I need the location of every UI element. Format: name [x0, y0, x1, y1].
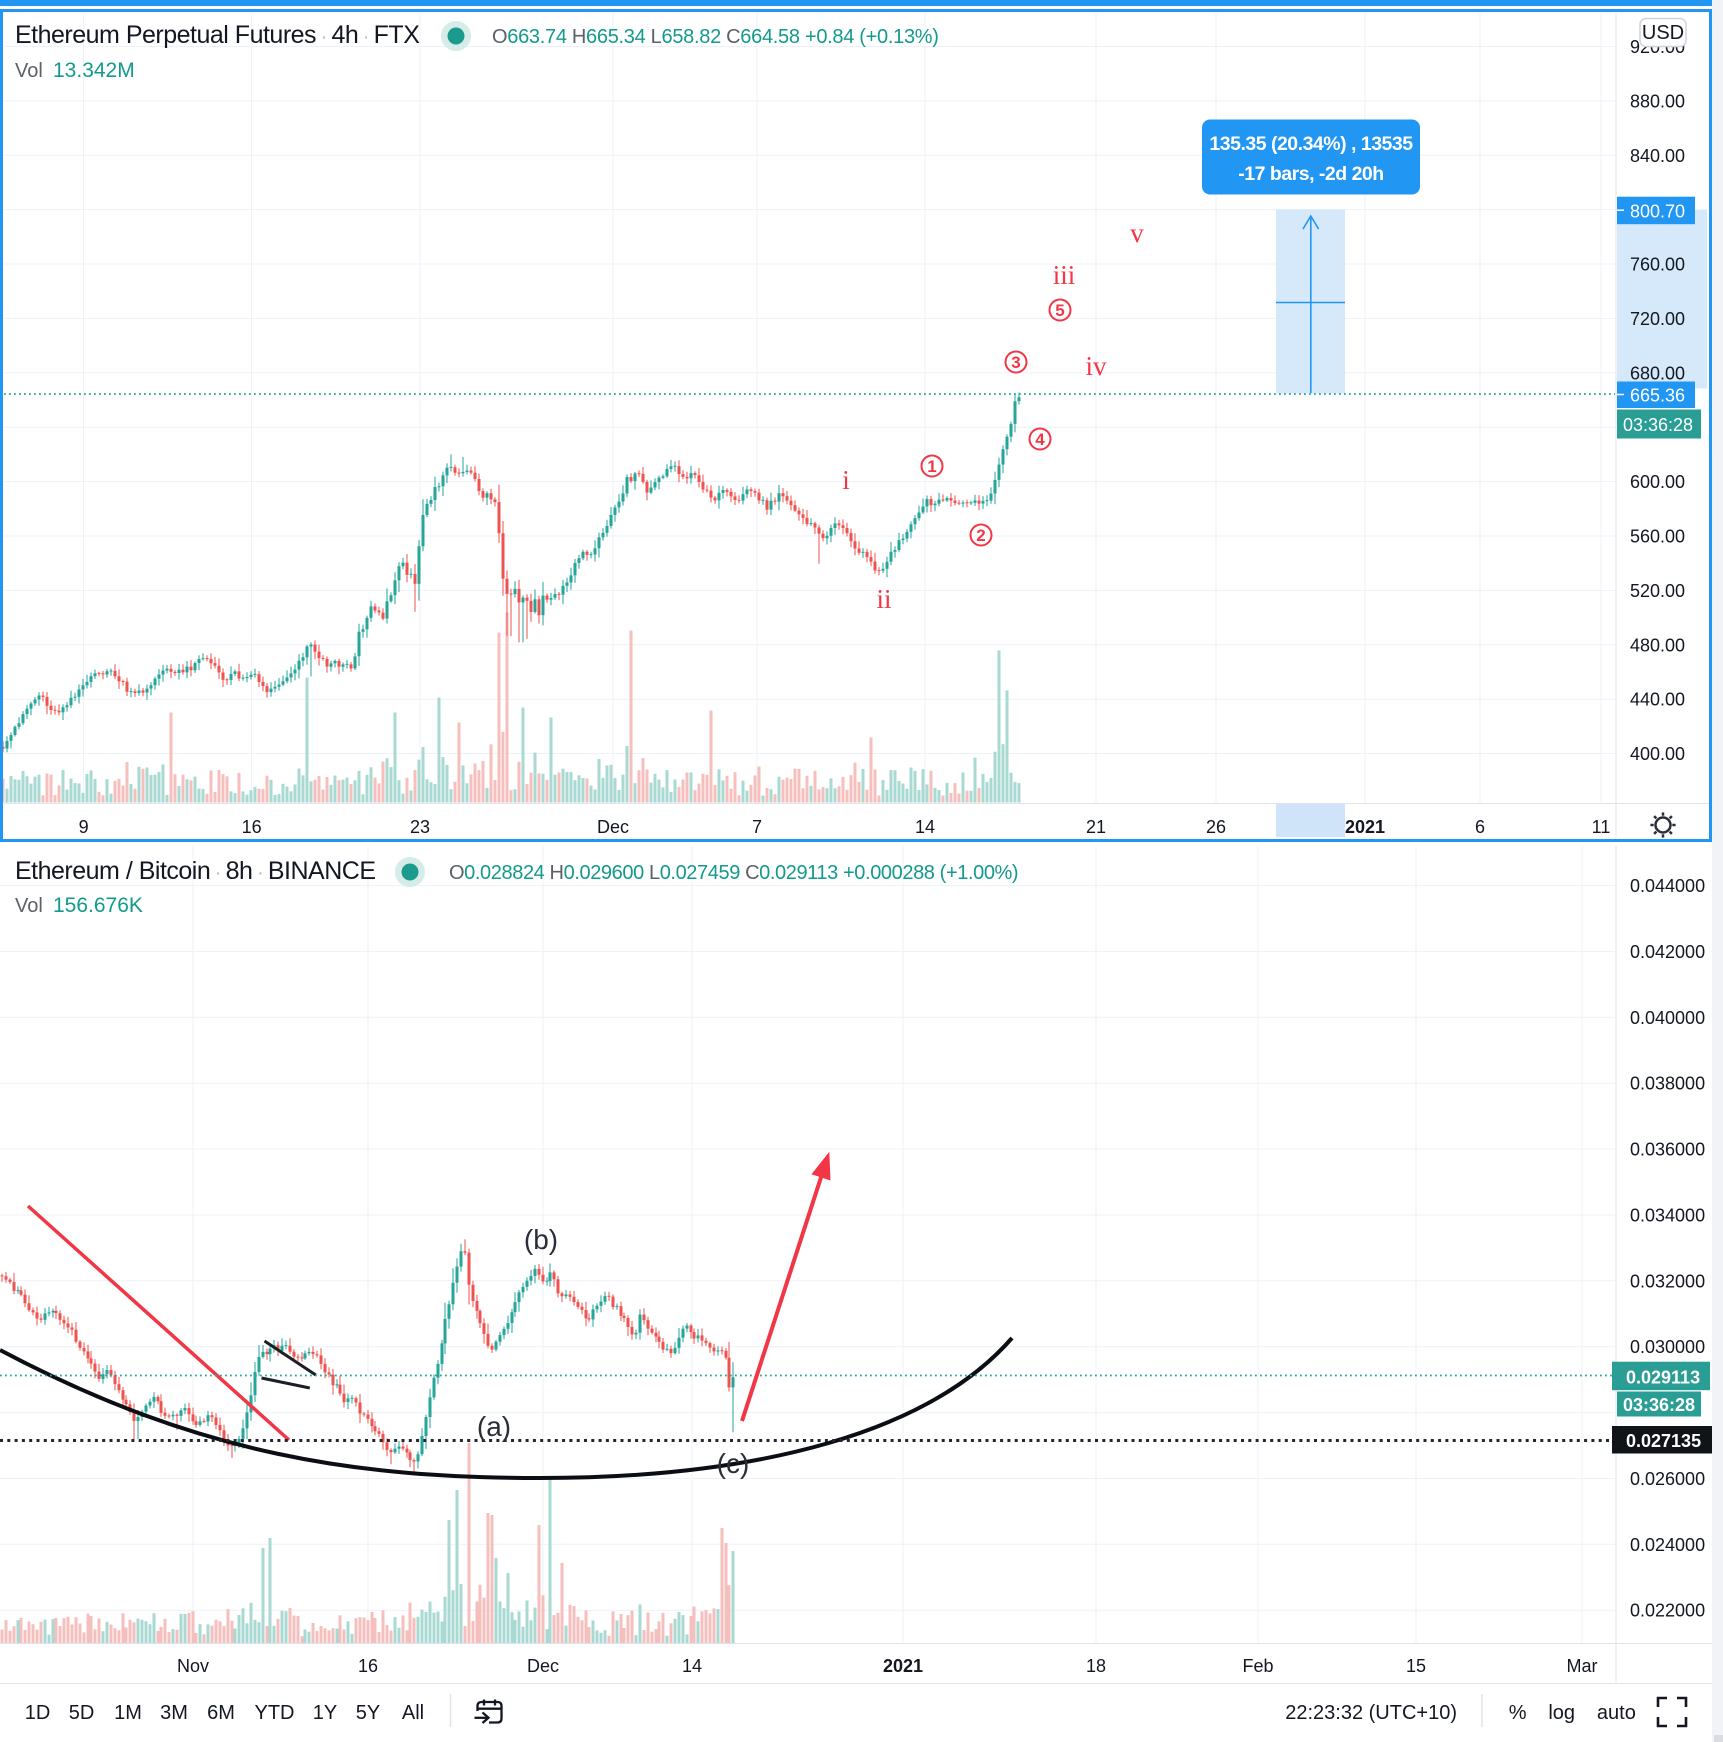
svg-text:0.044000: 0.044000 — [1630, 876, 1705, 896]
svg-text:Ethereum / Bitcoin · 8h · BINA: Ethereum / Bitcoin · 8h · BINANCE — [15, 857, 376, 885]
svg-text:13.342M: 13.342M — [53, 59, 135, 82]
svg-text:0.030000: 0.030000 — [1630, 1337, 1705, 1357]
svg-text:14: 14 — [682, 1656, 702, 1676]
svg-text:%: % — [1509, 1702, 1527, 1724]
svg-text:log: log — [1548, 1702, 1575, 1724]
svg-text:156.676K: 156.676K — [53, 894, 143, 917]
svg-text:Vol: Vol — [15, 895, 43, 917]
svg-text:Mar: Mar — [1567, 1656, 1598, 1676]
svg-text:03:36:28: 03:36:28 — [1623, 415, 1693, 435]
svg-text:YTD: YTD — [255, 1702, 295, 1724]
svg-text:14: 14 — [915, 817, 935, 837]
svg-text:Vol: Vol — [15, 60, 43, 82]
svg-text:0.040000: 0.040000 — [1630, 1008, 1705, 1028]
svg-text:5: 5 — [1055, 301, 1064, 320]
svg-text:0.042000: 0.042000 — [1630, 942, 1705, 962]
svg-text:O663.74 H665.34 L658.82 C664.5: O663.74 H665.34 L658.82 C664.58 +0.84 (+… — [492, 26, 939, 48]
svg-text:0.024000: 0.024000 — [1630, 1535, 1705, 1555]
svg-text:i: i — [842, 465, 850, 495]
svg-text:1Y: 1Y — [313, 1702, 337, 1724]
svg-text:Nov: Nov — [177, 1656, 209, 1676]
svg-text:680.00: 680.00 — [1630, 363, 1685, 383]
svg-text:16: 16 — [242, 817, 262, 837]
svg-text:2: 2 — [976, 526, 985, 545]
svg-text:2021: 2021 — [1345, 817, 1385, 837]
svg-text:18: 18 — [1086, 1656, 1106, 1676]
svg-text:1D: 1D — [25, 1702, 51, 1724]
svg-text:1: 1 — [927, 457, 936, 476]
svg-text:0.027135: 0.027135 — [1626, 1431, 1701, 1451]
svg-text:(b): (b) — [524, 1224, 558, 1255]
svg-text:23: 23 — [410, 817, 430, 837]
svg-text:720.00: 720.00 — [1630, 309, 1685, 329]
svg-text:ii: ii — [876, 584, 891, 614]
svg-text:0.034000: 0.034000 — [1630, 1206, 1705, 1226]
svg-text:Ethereum Perpetual Futures · 4: Ethereum Perpetual Futures · 4h · FTX — [15, 21, 420, 49]
svg-text:O0.028824 H0.029600 L0.027459: O0.028824 H0.029600 L0.027459 C0.029113 … — [449, 862, 1018, 884]
svg-text:3M: 3M — [160, 1702, 188, 1724]
svg-text:600.00: 600.00 — [1630, 472, 1685, 492]
svg-text:-17 bars, -2d 20h: -17 bars, -2d 20h — [1238, 163, 1383, 185]
svg-text:All: All — [402, 1702, 424, 1724]
svg-text:2021: 2021 — [883, 1656, 923, 1676]
svg-text:6: 6 — [1475, 817, 1485, 837]
svg-text:3: 3 — [1011, 353, 1020, 372]
svg-text:22:23:32 (UTC+10): 22:23:32 (UTC+10) — [1285, 1702, 1457, 1724]
svg-text:0.022000: 0.022000 — [1630, 1601, 1705, 1621]
svg-text:0.029113: 0.029113 — [1626, 1368, 1700, 1388]
svg-text:Feb: Feb — [1242, 1656, 1273, 1676]
svg-text:Dec: Dec — [527, 1656, 559, 1676]
svg-text:USD: USD — [1642, 22, 1684, 44]
svg-text:880.00: 880.00 — [1630, 91, 1685, 111]
svg-text:9: 9 — [79, 817, 89, 837]
svg-text:11: 11 — [1592, 817, 1611, 837]
svg-text:760.00: 760.00 — [1630, 255, 1685, 275]
svg-text:135.35 (20.34%) , 13535: 135.35 (20.34%) , 13535 — [1209, 133, 1413, 155]
svg-text:480.00: 480.00 — [1630, 635, 1685, 655]
svg-text:440.00: 440.00 — [1630, 690, 1685, 710]
svg-text:7: 7 — [752, 817, 762, 837]
svg-text:21: 21 — [1086, 817, 1106, 837]
svg-text:0.038000: 0.038000 — [1630, 1074, 1705, 1094]
svg-text:iv: iv — [1085, 351, 1107, 381]
svg-text:(c): (c) — [717, 1448, 750, 1479]
svg-text:0.036000: 0.036000 — [1630, 1140, 1705, 1160]
svg-text:auto: auto — [1597, 1702, 1636, 1724]
svg-text:560.00: 560.00 — [1630, 527, 1685, 547]
svg-text:5Y: 5Y — [356, 1702, 380, 1724]
svg-text:03:36:28: 03:36:28 — [1623, 1395, 1695, 1415]
svg-text:1M: 1M — [114, 1702, 142, 1724]
svg-text:iii: iii — [1053, 260, 1076, 290]
svg-text:665.36: 665.36 — [1630, 386, 1685, 406]
svg-text:v: v — [1130, 218, 1144, 248]
svg-text:840.00: 840.00 — [1630, 146, 1685, 166]
svg-text:400.00: 400.00 — [1630, 744, 1685, 764]
svg-text:0.026000: 0.026000 — [1630, 1469, 1705, 1489]
svg-text:Dec: Dec — [597, 817, 629, 837]
svg-text:15: 15 — [1406, 1656, 1426, 1676]
svg-text:0.032000: 0.032000 — [1630, 1271, 1705, 1291]
svg-text:(a): (a) — [477, 1411, 511, 1442]
svg-text:520.00: 520.00 — [1630, 581, 1685, 601]
svg-text:26: 26 — [1206, 817, 1226, 837]
svg-text:4: 4 — [1035, 430, 1045, 449]
svg-text:800.70: 800.70 — [1630, 202, 1685, 222]
svg-text:6M: 6M — [207, 1702, 235, 1724]
svg-text:16: 16 — [358, 1656, 378, 1676]
svg-text:5D: 5D — [69, 1702, 95, 1724]
